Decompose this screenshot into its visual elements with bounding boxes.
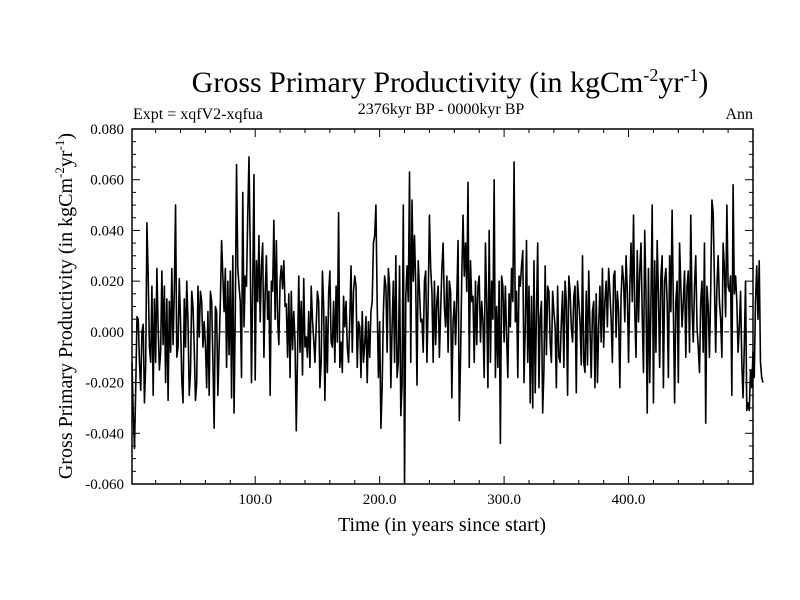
y-tick-label: 0.060 [90,173,124,189]
series-line-ann [131,156,764,485]
y-tick-label: 0.020 [90,274,124,290]
y-tick-label: -0.060 [85,477,124,493]
x-tick-label: 300.0 [487,492,521,508]
x-axis-label: Time (in years since start) [338,514,546,536]
y-axis-label: Gross Primary Productivity (in kgCm-2yr-… [52,133,77,479]
y-tick-label: 0.000 [90,325,124,341]
x-tick-label: 400.0 [612,492,646,508]
y-tick-label: -0.040 [85,426,124,442]
chart-title: Gross Primary Productivity (in kgCm-2yr-… [192,65,709,99]
y-tick-label: -0.020 [85,376,124,392]
subtitle-experiment: Expt = xqfV2-xqfua [133,106,263,123]
subtitle-season: Ann [725,106,753,123]
x-tick-label: 100.0 [238,492,272,508]
subtitle-period: 2376kyr BP - 0000kyr BP [358,101,525,118]
x-axis: 100.0 200.0 300.0 400.0 [155,129,729,508]
y-tick-label: 0.080 [90,122,124,138]
y-tick-label: 0.040 [90,223,124,239]
x-tick-label: 200.0 [363,492,397,508]
